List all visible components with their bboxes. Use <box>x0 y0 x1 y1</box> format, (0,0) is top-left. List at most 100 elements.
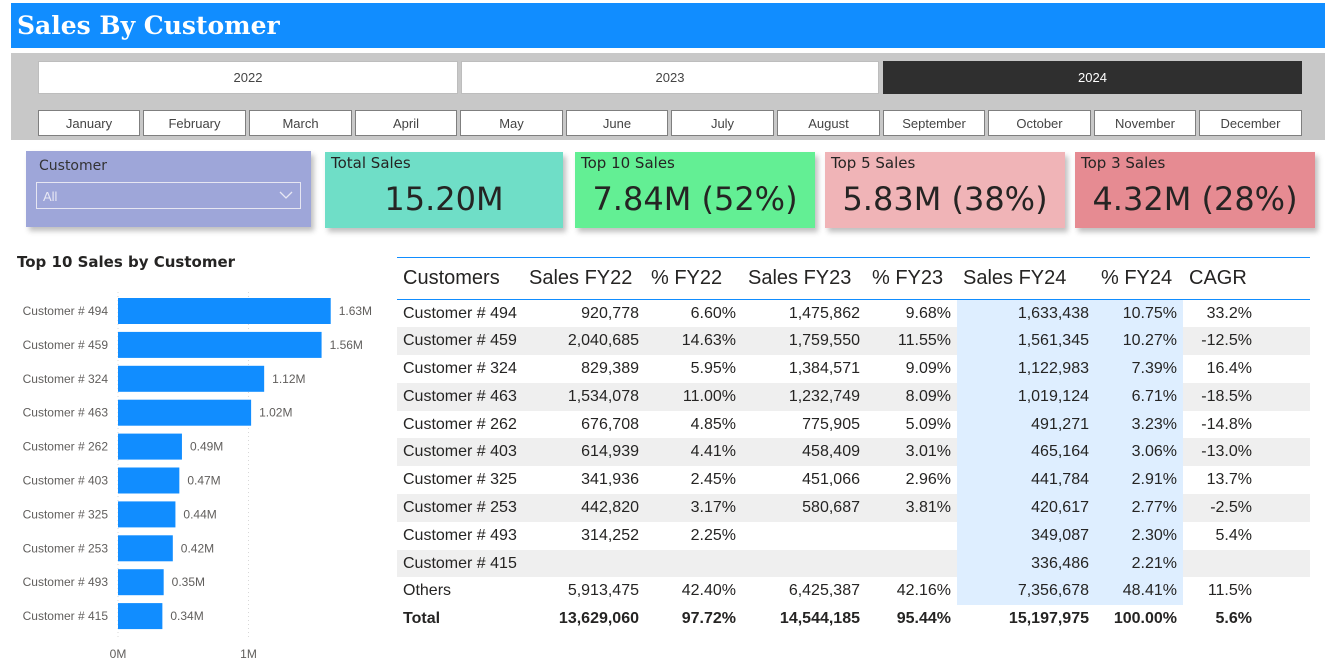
bar[interactable] <box>118 603 163 630</box>
table-cell: 6,425,387 <box>788 582 860 600</box>
column-header[interactable]: % FY24 <box>1101 267 1173 289</box>
bar[interactable] <box>118 535 173 562</box>
customer-dropdown[interactable]: All <box>36 182 301 209</box>
table-cell: 1,232,749 <box>742 382 866 411</box>
month-button-november[interactable]: November <box>1094 110 1196 136</box>
table-cell <box>645 549 742 578</box>
table-cell: 442,820 <box>523 494 645 522</box>
customer-dropdown-value: All <box>43 189 58 204</box>
year-button-2024[interactable]: 2024 <box>883 61 1302 94</box>
bar[interactable] <box>118 399 252 426</box>
table-cell: 8.09% <box>866 382 957 411</box>
table-cell: 614,939 <box>523 438 645 467</box>
month-button-april[interactable]: April <box>355 110 457 136</box>
table-cell: 5.09% <box>905 415 951 433</box>
table-cell: 3.06% <box>1095 438 1183 467</box>
table-cell: 5.95% <box>690 359 736 377</box>
table-pad-cell <box>1258 522 1310 550</box>
bar[interactable] <box>118 501 176 528</box>
month-button-july[interactable]: July <box>671 110 774 136</box>
table-cell: 10.75% <box>1095 299 1183 328</box>
kpi-value: 4.32M (28%) <box>1092 180 1298 218</box>
column-header[interactable]: Sales FY24 <box>957 257 1095 300</box>
table-row: Others 5,913,475 42.40% 6,425,387 42.16% 7,35… <box>397 577 1310 606</box>
table-cell: 42.40% <box>681 582 736 600</box>
table-cell: 9.09% <box>905 359 951 377</box>
bar[interactable] <box>118 298 331 324</box>
table-cell: 775,905 <box>802 415 860 433</box>
customer-name-cell: Customer # 459 <box>397 327 523 356</box>
table-cell: 6.71% <box>1095 382 1183 411</box>
table-cell: 9.68% <box>905 304 951 322</box>
table-cell: 13.7% <box>1206 471 1252 489</box>
kpi-value: 5.83M (38%) <box>842 180 1048 218</box>
customer-slicer: Customer All <box>26 151 311 227</box>
table-pad-cell <box>1258 494 1310 522</box>
table-cell: 42.16% <box>896 582 951 600</box>
table-pad-cell <box>1258 355 1310 383</box>
table-cell: 829,389 <box>581 359 639 377</box>
table-pad-cell <box>1258 549 1310 578</box>
column-header[interactable]: % FY22 <box>651 267 723 289</box>
bar[interactable] <box>118 365 265 392</box>
table-cell: 349,087 <box>957 521 1095 550</box>
month-button-september[interactable]: September <box>883 110 985 136</box>
table-cell: 100.00% <box>1095 605 1183 634</box>
chart-title: Top 10 Sales by Customer <box>17 253 236 271</box>
column-header[interactable]: % FY23 <box>872 267 944 289</box>
data-label: 0.49M <box>190 440 223 454</box>
category-label: Customer # 415 <box>23 609 109 623</box>
month-button-january[interactable]: January <box>38 110 140 136</box>
table-cell: 580,687 <box>742 494 866 522</box>
table-cell: 15,197,975 <box>957 605 1095 634</box>
column-header[interactable]: CAGR <box>1189 267 1247 289</box>
table-cell: 6.60% <box>690 304 736 322</box>
table-cell: 1,561,345 <box>957 327 1095 356</box>
table-cell: 5.6% <box>1183 605 1258 634</box>
category-label: Customer # 463 <box>23 406 109 420</box>
column-header[interactable]: Sales FY23 <box>748 267 852 289</box>
table-pad-cell <box>1258 605 1310 634</box>
month-button-december[interactable]: December <box>1199 110 1302 136</box>
data-label: 1.12M <box>272 372 305 386</box>
bar[interactable] <box>118 331 322 358</box>
table-cell: 2.45% <box>690 471 736 489</box>
table-cell: 465,164 <box>957 438 1095 467</box>
month-button-august[interactable]: August <box>777 110 880 136</box>
month-button-march[interactable]: March <box>249 110 352 136</box>
column-header[interactable]: Sales FY22 <box>529 267 633 289</box>
month-button-february[interactable]: February <box>143 110 246 136</box>
bar[interactable] <box>118 569 164 596</box>
bar[interactable] <box>118 433 182 460</box>
table-cell: 2,040,685 <box>523 327 645 356</box>
table-cell: 1,019,124 <box>957 382 1095 411</box>
table-cell: 3.81% <box>866 494 957 522</box>
table-cell: 14.63% <box>645 327 742 356</box>
table-cell: -2.5% <box>1183 494 1258 522</box>
month-button-june[interactable]: June <box>566 110 668 136</box>
table-cell: 3.23% <box>1095 410 1183 439</box>
bar[interactable] <box>118 467 180 494</box>
customer-slicer-label: Customer <box>39 158 108 174</box>
table-cell: 11.00% <box>645 382 742 411</box>
table-row: Customer # 325 341,936 2.45% 451,066 2.96% 44… <box>397 466 1310 495</box>
table-cell: 7.39% <box>1095 355 1183 383</box>
year-button-2023[interactable]: 2023 <box>461 61 879 94</box>
category-label: Customer # 253 <box>23 541 109 555</box>
table-cell <box>1183 549 1258 578</box>
top-10-sales-bar-chart: 0M 1M Customer # 494 1.63M Customer # 459 1.5… <box>23 292 372 661</box>
customer-name-cell: Customer # 324 <box>403 359 517 377</box>
month-button-may[interactable]: May <box>460 110 563 136</box>
column-header[interactable]: Customers <box>403 267 500 289</box>
table-cell: 48.41% <box>1095 577 1183 606</box>
table-cell: 1,534,078 <box>523 382 645 411</box>
table-cell: 2.96% <box>905 471 951 489</box>
kpi-title: Top 5 Sales <box>831 154 916 172</box>
kpi-card-top-10-sales: Top 10 Sales 7.84M (52%) <box>575 152 815 228</box>
year-button-2022[interactable]: 2022 <box>38 61 458 94</box>
table-cell: 458,409 <box>742 438 866 467</box>
table-cell: 1,633,438 <box>957 299 1095 328</box>
customer-name-cell: Customer # 403 <box>397 438 523 467</box>
table-pad-cell <box>1258 300 1310 328</box>
month-button-october[interactable]: October <box>988 110 1091 136</box>
